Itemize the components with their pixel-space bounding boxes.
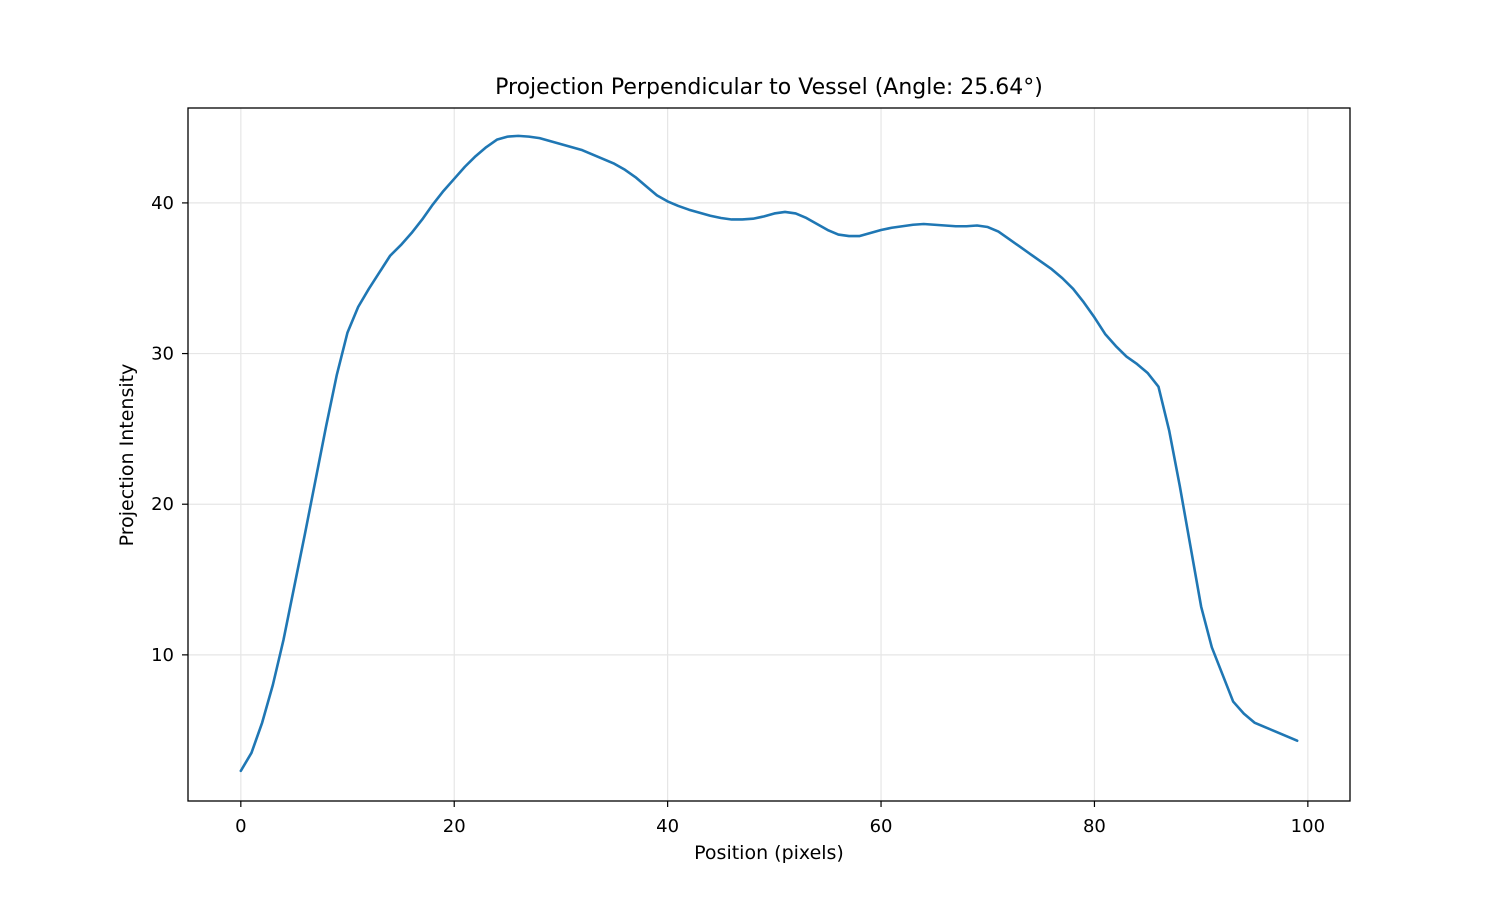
y-tick-label: 40 (151, 193, 174, 214)
x-tick-label: 0 (235, 816, 246, 837)
chart-title: Projection Perpendicular to Vessel (Angl… (495, 75, 1043, 100)
x-axis: 0 20 40 60 80 100 (235, 801, 1325, 837)
x-tick-label: 100 (1291, 816, 1325, 837)
grid-lines (188, 108, 1350, 801)
series-line (239, 134, 1299, 773)
y-tick-label: 30 (151, 344, 174, 365)
x-tick-label: 60 (870, 816, 893, 837)
x-axis-label: Position (pixels) (694, 842, 844, 864)
y-tick-label: 20 (151, 494, 174, 515)
y-axis: 10 20 30 40 (151, 193, 188, 666)
x-tick-label: 20 (443, 816, 466, 837)
y-axis-label: Projection Intensity (116, 364, 138, 547)
plot-frame (187, 107, 1351, 802)
x-tick-label: 40 (656, 816, 679, 837)
y-tick-label: 10 (151, 645, 174, 666)
x-tick-label: 80 (1083, 816, 1106, 837)
